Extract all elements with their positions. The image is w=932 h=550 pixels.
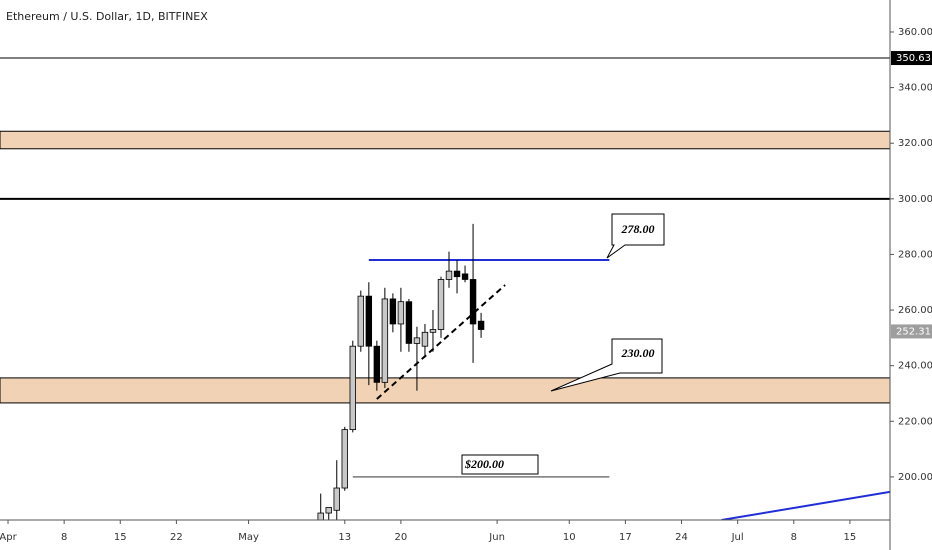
- candle-body: [405, 301, 413, 344]
- x-tick-label: 10: [563, 532, 576, 543]
- callout: 278.00: [606, 213, 665, 259]
- candle-body: [357, 295, 365, 347]
- x-tick-label: Jul: [731, 532, 744, 543]
- y-tick-label: 260.00: [898, 305, 932, 316]
- price-marker-label: 252.31: [896, 326, 931, 337]
- y-tick-label: 320.00: [898, 138, 932, 149]
- x-tick-label: 24: [675, 532, 688, 543]
- y-tick-label: 340.00: [898, 83, 932, 94]
- candle-body: [437, 279, 445, 330]
- candle-body: [341, 429, 348, 489]
- price-marker: [891, 51, 932, 66]
- price-marker: [891, 324, 932, 339]
- candle-body: [325, 507, 332, 514]
- zone: [0, 377, 890, 404]
- candle-body: [445, 270, 453, 280]
- candle-body: [365, 295, 373, 347]
- x-tick-label: May: [238, 532, 259, 543]
- x-tick-label: 20: [395, 532, 408, 543]
- callout-text: 230.00: [621, 346, 655, 360]
- trend-line: [721, 490, 890, 520]
- x-tick-label: Jun: [488, 532, 505, 543]
- x-tick-label: 8: [61, 532, 67, 543]
- chart-title: Ethereum / U.S. Dollar, 1D, BITFINEX: [6, 10, 208, 23]
- price-marker-label: 350.63: [896, 53, 931, 64]
- candle-body: [397, 301, 405, 325]
- plot-area: [0, 57, 890, 520]
- callout: $200.00: [461, 454, 539, 475]
- candle-body: [333, 487, 340, 511]
- candle-body: [381, 298, 389, 383]
- x-tick-label: 22: [170, 532, 183, 543]
- x-tick-label: Apr: [0, 532, 18, 543]
- zone: [0, 130, 890, 150]
- y-tick-label: 280.00: [898, 249, 932, 260]
- trend-line: [376, 284, 506, 400]
- candle-body: [469, 279, 477, 325]
- candle-body: [317, 512, 324, 520]
- candle-body: [429, 329, 437, 333]
- y-tick-label: 360.00: [898, 27, 932, 38]
- x-tick-label: 15: [114, 532, 127, 543]
- candle-body: [413, 337, 421, 344]
- candle-body: [477, 320, 485, 330]
- candle-body: [453, 270, 461, 278]
- y-tick-label: 200.00: [898, 472, 932, 483]
- candle-body: [389, 298, 397, 325]
- x-tick-label: 15: [844, 532, 857, 543]
- candle-body: [461, 273, 469, 280]
- candle-body: [349, 345, 356, 431]
- x-tick-label: 17: [619, 532, 632, 543]
- candle-body: [373, 345, 381, 383]
- x-tick-label: 8: [791, 532, 797, 543]
- callout-text: 278.00: [621, 222, 655, 236]
- x-tick-label: 13: [338, 532, 351, 543]
- callout: 230.00: [550, 338, 663, 392]
- y-tick-label: 220.00: [898, 416, 932, 427]
- y-tick-label: 240.00: [898, 361, 932, 372]
- y-tick-label: 300.00: [898, 194, 932, 205]
- callout-text: $200.00: [464, 457, 504, 471]
- candle-body: [421, 331, 429, 347]
